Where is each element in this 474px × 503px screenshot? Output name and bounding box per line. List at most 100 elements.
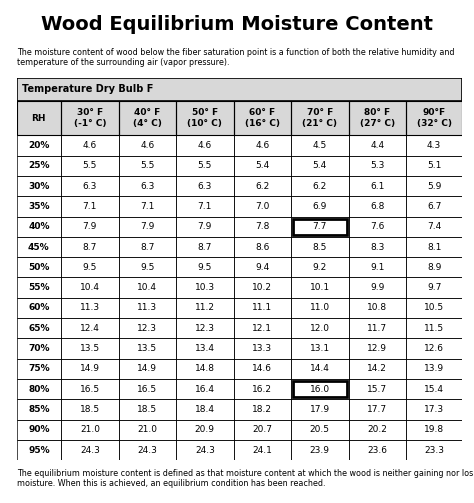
Bar — [118, 399, 176, 420]
Text: 5.5: 5.5 — [198, 161, 212, 171]
Bar — [17, 440, 61, 460]
Text: 4.4: 4.4 — [370, 141, 384, 150]
Text: The equilibrium moisture content is defined as that moisture content at which th: The equilibrium moisture content is defi… — [17, 469, 474, 488]
Text: The moisture content of wood below the fiber saturation point is a function of b: The moisture content of wood below the f… — [17, 48, 454, 67]
Bar — [118, 379, 176, 399]
Bar — [348, 339, 406, 359]
Bar — [118, 318, 176, 339]
Bar — [61, 420, 118, 440]
Text: 9.1: 9.1 — [370, 263, 384, 272]
Bar — [176, 101, 234, 135]
Bar — [176, 318, 234, 339]
Bar — [17, 339, 61, 359]
Bar — [176, 196, 234, 217]
Bar — [176, 298, 234, 318]
Bar — [406, 101, 462, 135]
Bar — [176, 339, 234, 359]
Text: 15.4: 15.4 — [424, 385, 444, 394]
Bar — [348, 298, 406, 318]
Text: 16.5: 16.5 — [80, 385, 100, 394]
Bar — [17, 196, 61, 217]
Text: 10.3: 10.3 — [195, 283, 215, 292]
Bar — [17, 278, 61, 298]
Bar — [406, 298, 462, 318]
Bar — [17, 359, 61, 379]
Text: 14.6: 14.6 — [252, 364, 273, 373]
Bar — [176, 339, 234, 359]
Text: 8.1: 8.1 — [427, 242, 441, 252]
Text: 85%: 85% — [28, 405, 50, 414]
Text: 13.3: 13.3 — [252, 344, 273, 353]
Bar — [348, 399, 406, 420]
Text: 4.6: 4.6 — [83, 141, 97, 150]
Bar — [118, 196, 176, 217]
Text: 7.1: 7.1 — [198, 202, 212, 211]
Bar — [17, 379, 61, 399]
Bar — [176, 420, 234, 440]
Bar — [234, 359, 291, 379]
Bar — [118, 318, 176, 339]
Bar — [17, 399, 61, 420]
Bar — [348, 420, 406, 440]
Text: 12.3: 12.3 — [195, 324, 215, 333]
Bar — [234, 440, 291, 460]
Bar — [118, 440, 176, 460]
Text: 65%: 65% — [28, 324, 50, 333]
Bar — [17, 257, 61, 278]
Text: 7.8: 7.8 — [255, 222, 270, 231]
Bar — [176, 155, 234, 176]
Bar — [61, 101, 118, 135]
Text: 60° F
(16° C): 60° F (16° C) — [245, 109, 280, 128]
Bar — [406, 176, 462, 196]
Bar — [234, 135, 291, 155]
Text: 30° F
(-1° C): 30° F (-1° C) — [73, 109, 106, 128]
Bar — [234, 420, 291, 440]
Text: 80%: 80% — [28, 385, 50, 394]
Bar — [406, 176, 462, 196]
Bar — [291, 379, 348, 399]
Bar — [234, 318, 291, 339]
Text: Wood Equilibrium Moisture Content: Wood Equilibrium Moisture Content — [41, 15, 433, 34]
Text: 80° F
(27° C): 80° F (27° C) — [360, 109, 395, 128]
Text: 11.7: 11.7 — [367, 324, 387, 333]
Bar — [61, 399, 118, 420]
Text: 7.0: 7.0 — [255, 202, 270, 211]
Bar — [291, 379, 348, 399]
Bar — [234, 155, 291, 176]
Bar — [406, 399, 462, 420]
Text: 20.9: 20.9 — [195, 425, 215, 434]
Bar — [176, 420, 234, 440]
Bar — [291, 420, 348, 440]
Bar — [293, 219, 347, 234]
Bar — [348, 176, 406, 196]
Text: 4.6: 4.6 — [140, 141, 155, 150]
Bar — [406, 399, 462, 420]
Bar — [291, 135, 348, 155]
Bar — [291, 196, 348, 217]
Bar — [291, 135, 348, 155]
Bar — [118, 237, 176, 257]
Bar — [118, 101, 176, 135]
Text: 19.8: 19.8 — [424, 425, 444, 434]
Text: 4.6: 4.6 — [255, 141, 269, 150]
Text: 95%: 95% — [28, 446, 50, 455]
Text: 9.4: 9.4 — [255, 263, 269, 272]
Bar — [406, 359, 462, 379]
Text: 8.7: 8.7 — [198, 242, 212, 252]
Bar — [61, 176, 118, 196]
Bar — [348, 440, 406, 460]
Bar — [118, 339, 176, 359]
Text: 23.3: 23.3 — [424, 446, 444, 455]
Bar — [17, 298, 61, 318]
Bar — [118, 440, 176, 460]
Bar — [406, 379, 462, 399]
Bar — [406, 359, 462, 379]
Text: 5.9: 5.9 — [427, 182, 441, 191]
Text: 90°F
(32° C): 90°F (32° C) — [417, 109, 452, 128]
Text: 40%: 40% — [28, 222, 50, 231]
Bar — [348, 298, 406, 318]
Text: 10.8: 10.8 — [367, 303, 387, 312]
Text: 18.5: 18.5 — [137, 405, 157, 414]
Text: 17.7: 17.7 — [367, 405, 387, 414]
Bar — [61, 216, 118, 237]
